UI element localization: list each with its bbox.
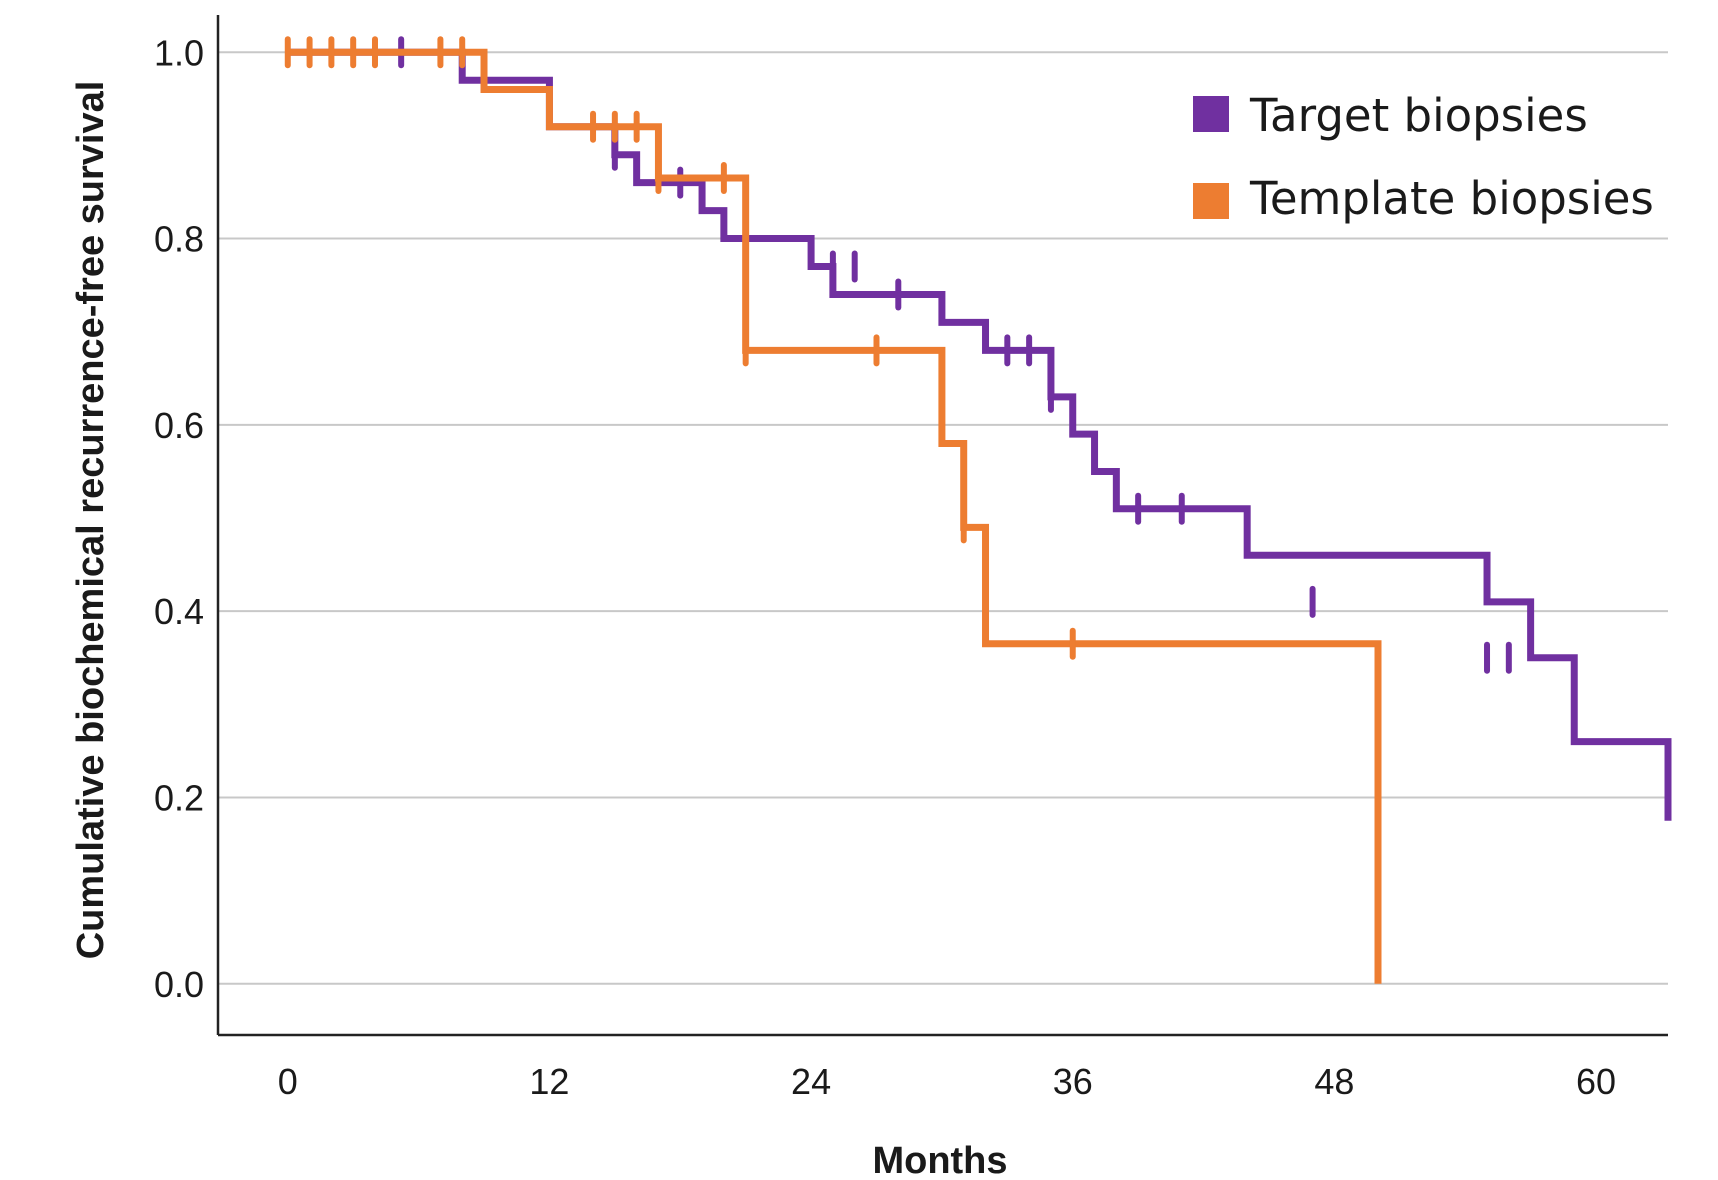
survival-line xyxy=(287,48,1672,821)
legend-swatch-template xyxy=(1193,183,1229,219)
x-axis-title: Months xyxy=(872,1140,1007,1180)
y-tick-label: 0.4 xyxy=(154,591,204,632)
legend-swatch-target xyxy=(1193,96,1229,132)
legend-label-template: Template biopsies xyxy=(1249,172,1654,225)
x-tick-label: 36 xyxy=(1053,1061,1093,1102)
x-tick-label: 48 xyxy=(1314,1061,1354,1102)
y-tick-label: 0.6 xyxy=(154,405,204,446)
y-tick-label: 1.0 xyxy=(154,32,204,73)
x-tick-label: 12 xyxy=(529,1061,569,1102)
y-tick-label: 0.0 xyxy=(154,964,204,1005)
y-tick-label: 0.2 xyxy=(154,777,204,818)
series-template xyxy=(284,36,1382,984)
x-tick-label: 60 xyxy=(1576,1061,1616,1102)
legend: Target biopsies Template biopsies xyxy=(1193,89,1654,225)
series-layer xyxy=(284,36,1672,984)
x-tick-label: 24 xyxy=(791,1061,831,1102)
x-tick-label: 0 xyxy=(278,1061,298,1102)
legend-label-target: Target biopsies xyxy=(1249,89,1588,142)
y-tick-label: 0.8 xyxy=(154,219,204,260)
y-axis-title: Cumulative biochemical recurrence-free s… xyxy=(70,81,112,960)
series-target xyxy=(287,36,1672,821)
tick-labels: 0.0 0.2 0.4 0.6 0.8 1.0 0 12 24 36 48 60 xyxy=(154,32,1616,1102)
axes xyxy=(216,15,1668,1037)
